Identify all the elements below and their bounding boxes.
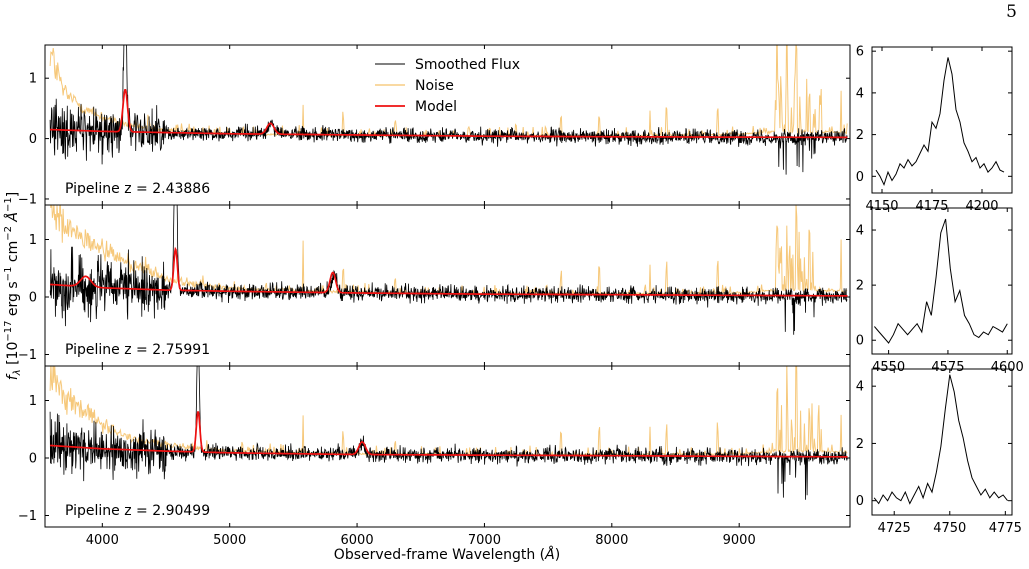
y-tick-label: 4: [856, 380, 864, 395]
page-number: 5: [1006, 2, 1017, 22]
x-tick-label: 4775: [989, 521, 1022, 536]
y-tick-label: 0: [29, 291, 37, 306]
x-tick-label: 4725: [878, 521, 911, 536]
x-tick-label: 4575: [931, 360, 964, 375]
y-tick-label: 4: [856, 224, 864, 239]
y-tick-label: 0: [856, 334, 864, 349]
spectrum-3-panel: 4000 5000 6000 7000 8000 9000 −1 0 1 Pipeline z =…: [18, 365, 851, 548]
model-series: [49, 246, 848, 297]
legend-label: Model: [415, 99, 457, 115]
axes-frame: [44, 365, 851, 528]
y-tick-label: 6: [856, 45, 864, 60]
axes-frame: [871, 368, 1013, 516]
y-tick-label: 1: [29, 394, 37, 409]
zoom-2-panel: 4550 4575 4600 0 2 4: [856, 207, 1024, 375]
smoothed-flux-series: [49, 366, 848, 500]
y-label-text: erg s: [5, 281, 21, 320]
x-tick-label: 7000: [468, 533, 501, 548]
x-tick-label: 4550: [872, 360, 905, 375]
y-label-exp: −17: [3, 321, 14, 342]
x-tick-label: 9000: [723, 533, 756, 548]
y-label-text: cm: [5, 241, 21, 267]
plot-area: [873, 374, 1008, 505]
y-label-sub: λ: [12, 369, 23, 376]
y-tick-label: 2: [856, 279, 864, 294]
y-label-f: f: [5, 373, 21, 380]
x-tick-label: 4000: [86, 533, 119, 548]
y-tick-label: 0: [856, 170, 864, 185]
plot-area: [49, 205, 848, 335]
spectrum-2-panel: −1 0 1 Pipeline z = 2.75991: [18, 204, 851, 367]
y-axis-label: fλ [10−17 erg s−1 cm−2 Å−1]: [3, 192, 23, 380]
y-label-exp: −1: [3, 197, 14, 212]
plot-area: [875, 57, 1005, 187]
legend-label: Smoothed Flux: [415, 57, 520, 73]
zoom-flux-series: [873, 374, 1008, 505]
legend: Smoothed Flux Noise Model: [375, 57, 520, 115]
axes-frame: [871, 46, 1013, 194]
noise-series: [50, 205, 848, 296]
x-axis-label: Observed-frame Wavelength (Å): [334, 546, 560, 563]
y-label-text: [10: [5, 342, 21, 370]
y-label-text: Å: [4, 212, 21, 226]
zoom-3-panel: 4725 4750 4775 0 2 4: [856, 368, 1022, 536]
plot-area: [49, 366, 848, 500]
redshift-label: Pipeline z = 2.75991: [65, 342, 210, 358]
zoom-flux-series: [875, 57, 1005, 187]
x-tick-label: 4750: [933, 521, 966, 536]
x-tick-label: 6000: [341, 533, 374, 548]
y-tick-label: 0: [29, 452, 37, 467]
x-tick-label: 8000: [595, 533, 628, 548]
zoom-1-panel: 4150 4175 4200 0 2 4 6: [856, 45, 1013, 214]
y-tick-label: 4: [856, 86, 864, 101]
noise-series: [49, 366, 848, 458]
y-tick-label: 2: [856, 437, 864, 452]
x-tick-label: 4200: [965, 199, 998, 214]
redshift-label: Pipeline z = 2.43886: [65, 181, 210, 197]
x-axis-label-unit: Å: [544, 546, 555, 563]
y-label-exp: −1: [3, 267, 14, 282]
y-tick-label: −1: [18, 348, 37, 363]
noise-series: [49, 45, 848, 138]
x-tick-label: 5000: [213, 533, 246, 548]
x-tick-label: 4175: [915, 199, 948, 214]
plot-area: [49, 45, 848, 175]
y-tick-label: −1: [18, 509, 37, 524]
axes-frame: [871, 207, 1013, 355]
y-tick-label: 1: [29, 72, 37, 87]
y-tick-label: 0: [856, 494, 864, 509]
y-label-exp: −2: [3, 226, 14, 241]
x-tick-label: 4150: [865, 199, 898, 214]
model-series: [49, 411, 848, 458]
y-tick-label: 0: [29, 132, 37, 147]
y-label-text: ]: [5, 192, 21, 197]
redshift-label: Pipeline z = 2.90499: [65, 503, 210, 519]
y-tick-label: 1: [29, 233, 37, 248]
y-tick-label: 2: [856, 128, 864, 143]
x-tick-label: 4600: [991, 360, 1024, 375]
model-series: [50, 88, 848, 139]
plot-area: [874, 218, 1008, 344]
zoom-flux-series: [874, 218, 1008, 344]
y-tick-label: −1: [18, 192, 37, 207]
legend-label: Noise: [415, 78, 454, 94]
